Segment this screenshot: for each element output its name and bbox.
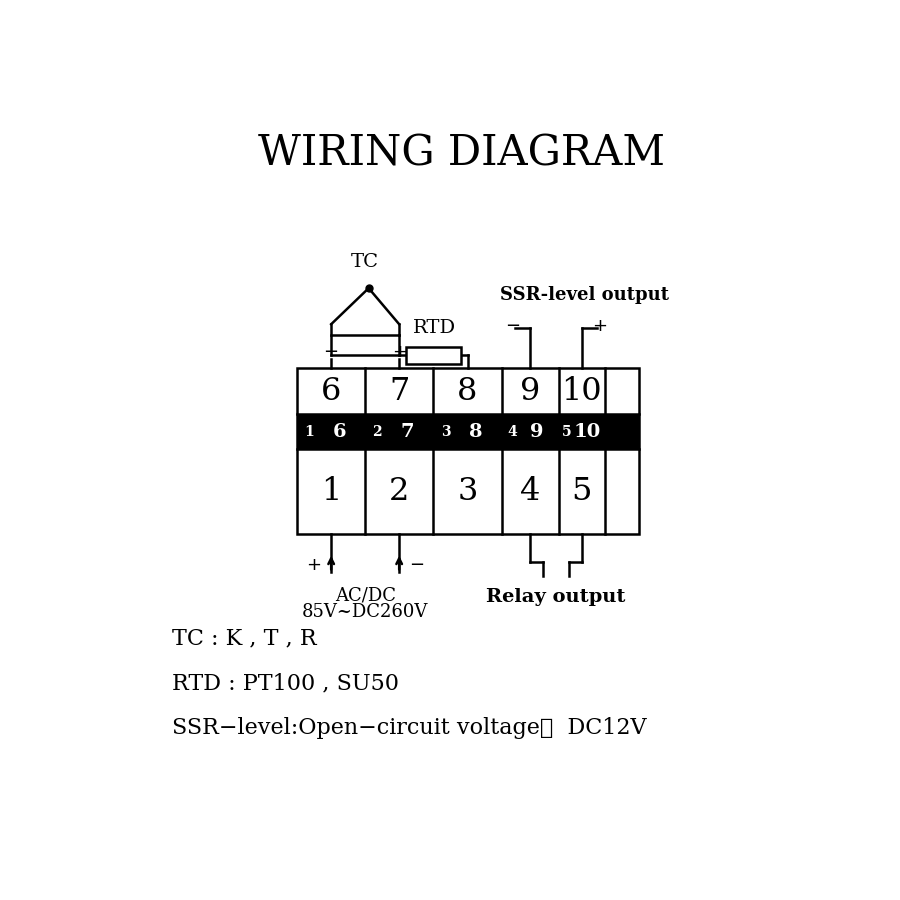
Text: 6: 6 xyxy=(332,423,347,441)
Text: 1: 1 xyxy=(304,425,314,438)
Text: 10: 10 xyxy=(562,375,602,407)
Bar xyxy=(297,368,639,535)
Text: RTD : PT100 , SU50: RTD : PT100 , SU50 xyxy=(172,672,399,694)
Text: SSR−level:Open−circuit voltage：  DC12V: SSR−level:Open−circuit voltage： DC12V xyxy=(172,717,646,739)
Text: 4: 4 xyxy=(507,425,517,438)
Text: TC: TC xyxy=(351,253,379,271)
Text: +: + xyxy=(392,343,407,361)
Text: −: − xyxy=(505,318,520,336)
Text: −: − xyxy=(324,343,338,361)
Text: TC : K , T , R: TC : K , T , R xyxy=(172,627,317,649)
Text: +: + xyxy=(592,318,607,336)
Text: 8: 8 xyxy=(457,375,478,407)
Text: 8: 8 xyxy=(469,423,482,441)
Text: 2: 2 xyxy=(373,425,382,438)
Text: 7: 7 xyxy=(400,423,414,441)
Text: 85V~DC260V: 85V~DC260V xyxy=(302,604,428,622)
Text: 10: 10 xyxy=(574,423,601,441)
Text: 2: 2 xyxy=(389,476,410,507)
Text: AC/DC: AC/DC xyxy=(335,586,396,604)
Bar xyxy=(406,347,461,364)
Text: 6: 6 xyxy=(321,375,341,407)
Text: 1: 1 xyxy=(321,476,341,507)
Text: WIRING DIAGRAM: WIRING DIAGRAM xyxy=(257,132,665,174)
Text: 3: 3 xyxy=(441,425,451,438)
Text: Relay output: Relay output xyxy=(486,589,626,607)
Text: RTD: RTD xyxy=(413,319,456,337)
Text: +: + xyxy=(306,556,321,574)
Bar xyxy=(297,414,639,449)
Text: 5: 5 xyxy=(572,476,592,507)
Text: 9: 9 xyxy=(520,375,540,407)
Text: 5: 5 xyxy=(562,425,572,438)
Text: 9: 9 xyxy=(530,423,544,441)
Text: −: − xyxy=(409,556,424,574)
Text: 7: 7 xyxy=(389,375,410,407)
Text: SSR-level output: SSR-level output xyxy=(500,286,669,304)
Text: 3: 3 xyxy=(457,476,478,507)
Text: 4: 4 xyxy=(520,476,541,507)
